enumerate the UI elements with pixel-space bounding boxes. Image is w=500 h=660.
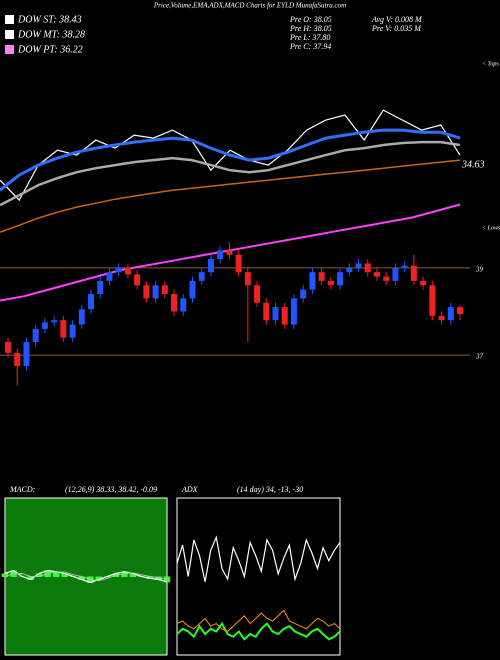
candle-body xyxy=(281,307,288,325)
candle-body xyxy=(438,315,445,321)
series-line xyxy=(0,140,461,207)
candle-body xyxy=(355,263,362,268)
series-line xyxy=(0,159,461,233)
y-tick-label: 39 xyxy=(475,265,484,273)
panel-title: MACD: xyxy=(9,485,36,494)
series-line xyxy=(4,569,168,584)
annotation: 34.63 xyxy=(461,159,485,170)
series-line xyxy=(176,609,341,633)
side-label: < Tops xyxy=(482,61,499,67)
info-text: Avg V: 0.008 M xyxy=(371,15,423,24)
candle-body xyxy=(346,267,353,273)
histogram-bar xyxy=(95,576,103,581)
candle-body xyxy=(383,276,390,281)
candle-body xyxy=(235,254,242,273)
candle-body xyxy=(364,263,371,273)
legend-swatch xyxy=(5,15,14,24)
candle-body xyxy=(143,285,150,299)
y-tick-label: 37 xyxy=(475,353,484,361)
histogram-bar xyxy=(27,576,34,581)
candle-body xyxy=(429,285,436,316)
series-line xyxy=(176,621,341,641)
series-line xyxy=(176,535,341,582)
candle-body xyxy=(5,342,11,353)
histogram-bar xyxy=(121,571,128,577)
legend-swatch xyxy=(5,30,14,39)
candle-body xyxy=(23,342,30,366)
title: Price,Volume,EMA,ADX,MACD Charts for EYL… xyxy=(153,2,346,10)
series-line xyxy=(0,128,461,192)
candle-body xyxy=(69,324,76,338)
candle-body xyxy=(290,298,297,325)
candle-body xyxy=(226,250,233,255)
candle-body xyxy=(327,280,334,286)
candle-body xyxy=(97,280,104,294)
histogram-bar xyxy=(155,576,162,581)
series-line xyxy=(0,109,461,202)
candle-body xyxy=(318,272,325,281)
legend-label: DOW MT: 38.28 xyxy=(17,29,85,40)
candle-body xyxy=(14,352,21,366)
candle-body xyxy=(272,307,279,321)
candle-body xyxy=(420,280,427,286)
candle-body xyxy=(171,294,178,312)
candle-body xyxy=(32,328,39,342)
info-text: Pre H: 38.05 xyxy=(289,24,332,33)
candle-body xyxy=(254,285,261,303)
candle-body xyxy=(217,250,224,260)
candle-body xyxy=(309,272,316,290)
info-text: Pre O: 38.05 xyxy=(289,15,332,24)
panel-title: ADX xyxy=(181,485,199,494)
candle-body xyxy=(88,294,95,310)
candle-body xyxy=(373,272,380,277)
candle-body xyxy=(189,280,196,299)
legend-label: DOW PT: 36.22 xyxy=(17,44,83,55)
candle-body xyxy=(447,307,454,321)
candle-body xyxy=(410,265,417,281)
histogram-bar xyxy=(1,573,9,577)
histogram-bar xyxy=(52,571,60,577)
candle-body xyxy=(51,320,58,323)
series-line xyxy=(0,203,461,302)
series-line xyxy=(4,571,168,582)
legend-swatch xyxy=(5,45,14,54)
candle-body xyxy=(180,298,187,312)
info-text: Pre L: 37.80 xyxy=(289,33,330,42)
histogram-bar xyxy=(129,573,137,577)
histogram-bar xyxy=(146,576,154,579)
histogram-bar xyxy=(35,573,43,577)
legend-label: DOW ST: 38.43 xyxy=(17,14,82,25)
candle-body xyxy=(60,320,67,338)
info-text: Pre C: 37.94 xyxy=(289,42,331,51)
candle-body xyxy=(134,274,141,286)
candle-body xyxy=(244,272,251,286)
candle-body xyxy=(263,302,270,321)
candle-body xyxy=(124,267,131,275)
side-label: < Lows xyxy=(482,225,500,231)
candle-body xyxy=(41,322,48,329)
candle-body xyxy=(300,289,307,299)
candle-body xyxy=(401,265,408,268)
candle-body xyxy=(78,309,85,325)
candle-body xyxy=(337,272,344,286)
panel-subtitle: (12,26,9) 38.33, 38.42, -0.09 xyxy=(65,485,157,494)
histogram-bar xyxy=(61,573,68,577)
histogram-bar xyxy=(78,576,85,581)
candle-body xyxy=(457,307,463,315)
info-text: Pre V: 0.035 M xyxy=(371,24,422,33)
panel-subtitle: (14 day) 34, -13, -30 xyxy=(237,485,303,494)
candle-body xyxy=(115,267,122,273)
candle-body xyxy=(198,272,205,281)
candle-body xyxy=(392,267,399,281)
candle-body xyxy=(106,272,113,281)
candle-body xyxy=(152,285,159,299)
candle-body xyxy=(207,259,214,273)
candle-body xyxy=(161,285,168,294)
